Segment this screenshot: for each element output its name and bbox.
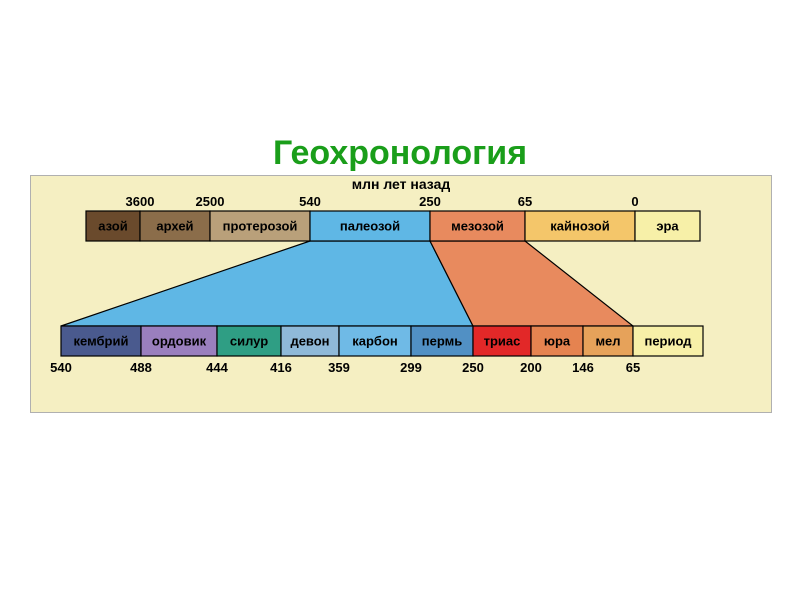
- geochronology-chart: млн лет назад 3600 2500 540 250 65 0 азой архей п…: [30, 175, 772, 413]
- axis-title: млн лет назад: [352, 176, 451, 192]
- era-label-6: эра: [656, 218, 679, 233]
- era-tick-0: 3600: [126, 194, 155, 209]
- era-label-2: протерозой: [223, 218, 298, 233]
- chart-svg: млн лет назад 3600 2500 540 250 65 0 азой архей п…: [31, 176, 771, 412]
- period-label-2: силур: [230, 333, 268, 348]
- period-tick-3: 416: [270, 360, 292, 375]
- era-tick-2: 540: [299, 194, 321, 209]
- period-tick-6: 250: [462, 360, 484, 375]
- period-tick-2: 444: [206, 360, 228, 375]
- era-label-3: палеозой: [340, 218, 400, 233]
- period-label-4: карбон: [352, 333, 398, 348]
- period-tick-9: 65: [626, 360, 640, 375]
- period-tick-0: 540: [50, 360, 72, 375]
- era-label-5: кайнозой: [550, 218, 609, 233]
- period-label-0: кембрий: [74, 333, 129, 348]
- period-tick-5: 299: [400, 360, 422, 375]
- fan-0: [61, 241, 473, 326]
- period-label-8: мел: [595, 333, 620, 348]
- period-label-7: юра: [544, 333, 571, 348]
- era-label-4: мезозой: [451, 218, 504, 233]
- period-label-6: триас: [484, 333, 521, 348]
- era-tick-3: 250: [419, 194, 441, 209]
- era-tick-1: 2500: [196, 194, 225, 209]
- period-tick-4: 359: [328, 360, 350, 375]
- period-label-3: девон: [290, 333, 329, 348]
- page-title: Геохронология: [0, 134, 800, 173]
- period-tick-7: 200: [520, 360, 542, 375]
- period-label-9: период: [644, 333, 692, 348]
- era-tick-5: 0: [631, 194, 638, 209]
- period-tick-1: 488: [130, 360, 152, 375]
- era-tick-4: 65: [518, 194, 532, 209]
- period-label-5: пермь: [422, 333, 462, 348]
- period-label-1: ордовик: [152, 333, 207, 348]
- era-label-0: азой: [98, 218, 127, 233]
- period-tick-8: 146: [572, 360, 594, 375]
- era-label-1: архей: [156, 218, 193, 233]
